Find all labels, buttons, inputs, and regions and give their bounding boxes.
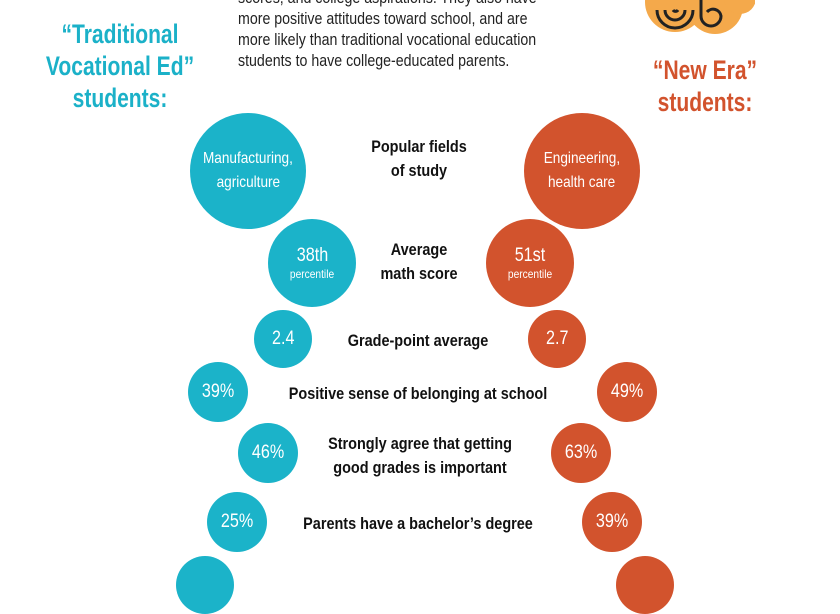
new-era-math-circle: 51st percentile [486, 219, 574, 307]
row-label-grades: Strongly agree that getting good grades … [328, 434, 512, 477]
row-label-belonging: Positive sense of belonging at school [288, 384, 548, 403]
traditional-next-circle [176, 556, 234, 614]
row-label-fields: Popular fields of study [371, 137, 467, 180]
new-era-grades-circle: 63% [551, 423, 611, 483]
new-era-next-circle [616, 556, 674, 614]
traditional-gpa-circle: 2.4 [254, 310, 312, 368]
spiral-logo-icon [645, 0, 756, 47]
traditional-fields-circle: Manufacturing, agriculture [190, 113, 306, 229]
traditional-math-circle: 38th percentile [268, 219, 356, 307]
row-label-parents: Parents have a bachelor’s degree [303, 514, 533, 533]
new-era-gpa-circle: 2.7 [528, 310, 586, 368]
intro-text: scores, and college aspirations. They al… [238, 0, 537, 70]
new-era-parents-circle: 39% [582, 492, 642, 552]
traditional-parents-circle: 25% [207, 492, 267, 552]
row-label-gpa: Grade-point average [347, 331, 489, 350]
new-era-title: “New Era” students: [652, 55, 758, 117]
traditional-title: “Traditional Vocational Ed” students: [45, 19, 195, 113]
traditional-grades-circle: 46% [238, 423, 298, 483]
new-era-belonging-circle: 49% [597, 362, 657, 422]
row-label-math: Average math score [380, 240, 458, 283]
traditional-belonging-circle: 39% [188, 362, 248, 422]
new-era-fields-circle: Engineering, health care [524, 113, 640, 229]
